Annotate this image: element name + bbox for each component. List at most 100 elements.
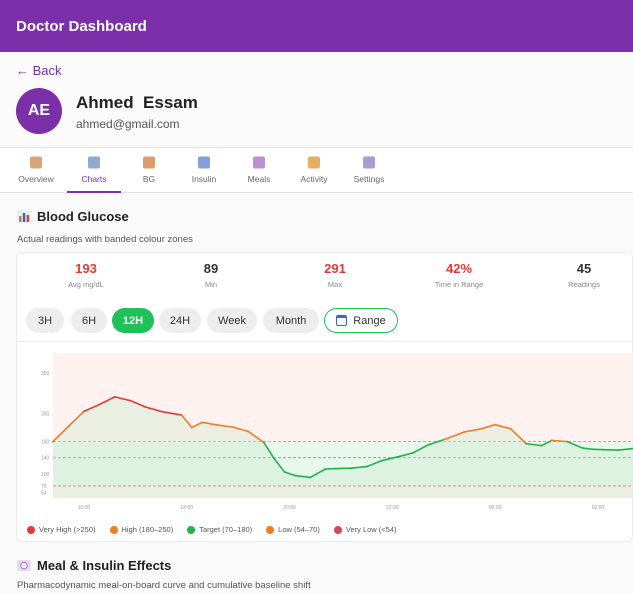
glucose-line-segment [540, 439, 553, 447]
stat-label: Readings [568, 280, 600, 289]
stat-max: 291 Max [285, 261, 385, 289]
bar-chart-icon [143, 156, 155, 169]
tab-bg[interactable]: BG [122, 148, 176, 193]
glucose-point [262, 441, 265, 444]
glucose-point [273, 457, 275, 460]
blood-glucose-title: Blood Glucose [17, 209, 129, 224]
tab-charts[interactable]: Charts [67, 148, 121, 193]
target-zone-band [53, 441, 633, 486]
glucose-point [550, 439, 553, 442]
glucose-line-segment [160, 410, 183, 416]
stat-min: 89 Min [161, 261, 261, 289]
legend-label: Target (70–180) [199, 525, 253, 534]
glucose-point [293, 474, 296, 477]
patient-name: Ahmed Essam [76, 93, 198, 112]
tab-label: Meals [247, 174, 271, 184]
glucose-line-segment [144, 406, 162, 413]
tab-label: Insulin [191, 174, 217, 184]
tab-meals[interactable]: Meals [232, 148, 286, 193]
legend-swatch [109, 525, 118, 534]
glucose-point [247, 430, 250, 433]
glucose-point [396, 456, 399, 458]
glucose-point [412, 451, 414, 454]
bar-chart-icon [17, 210, 31, 223]
legend-item: Very Low (<54) [333, 525, 397, 534]
glucose-point [180, 414, 183, 416]
glucose-line-segment [67, 410, 85, 428]
glucose-point [82, 410, 85, 413]
stat-readings: 45 Readings [534, 261, 633, 289]
legend-swatch [266, 525, 275, 534]
glucose-line-segment [350, 465, 368, 469]
gear-icon [363, 156, 375, 169]
glucose-line-segment [494, 423, 512, 430]
glucose-line-segment [463, 428, 481, 433]
low-zone-band [53, 485, 633, 498]
tab-bar: Overview Charts BG Insulin Meals Activity Sett… [0, 147, 633, 193]
legend-label: Very Low (<54) [345, 525, 397, 534]
stat-label: Max [327, 280, 343, 289]
glucose-line-segment [509, 427, 527, 445]
legend-item: Very High (>250) [27, 525, 96, 534]
glucose-line-segment [263, 441, 275, 460]
patient-email: ahmed@gmail.com [76, 117, 180, 131]
glucose-area [53, 396, 633, 498]
glucose-line-segment [365, 459, 383, 468]
blood-glucose-title-text: Blood Glucose [37, 209, 129, 224]
stat-value: 89 [203, 261, 219, 276]
y-tick-label: 70 [41, 484, 47, 490]
glucose-point [581, 447, 584, 449]
range-12h-button[interactable]: 12H [112, 308, 154, 333]
glucose-point [381, 459, 383, 462]
range-24h-button[interactable]: 24H [159, 308, 201, 333]
tab-overview[interactable]: Overview [9, 148, 63, 193]
glucose-point [427, 443, 430, 446]
tab-activity[interactable]: Activity [287, 148, 341, 193]
range-6h-button[interactable]: 6H [71, 308, 107, 333]
glucose-point [334, 467, 337, 470]
tab-insulin[interactable]: Insulin [177, 148, 231, 193]
glucose-line-segment [191, 421, 203, 429]
x-tick-label: 20:00 [283, 505, 296, 511]
y-tick-label: 350 [41, 371, 50, 377]
glucose-line-segment [98, 396, 116, 406]
glucose-point [442, 438, 445, 441]
legend-item: High (180–250) [109, 525, 173, 534]
glucose-line-segment [412, 444, 430, 454]
glucose-line-segment [273, 457, 286, 473]
legend-label: Low (54–70) [278, 525, 320, 534]
x-tick-label: 02:00 [592, 505, 605, 511]
tab-settings[interactable]: Settings [342, 148, 396, 193]
glucose-line-segment [52, 425, 70, 443]
glucose-point [160, 410, 162, 413]
tab-label: BG [142, 174, 156, 184]
stat-label: Min [204, 280, 218, 289]
back-link[interactable]: ← Back [16, 63, 62, 78]
stat-label: Time in Range [434, 280, 484, 289]
y-tick-label: 250 [41, 411, 50, 417]
glucose-point [98, 403, 101, 406]
stat-value: 42% [445, 261, 473, 276]
glucose-point [478, 428, 481, 431]
legend-item: Target (70–180) [187, 525, 252, 534]
y-tick-label: 140 [41, 456, 50, 462]
date-range-button[interactable]: Range [324, 308, 398, 333]
glucose-line-segment [113, 396, 131, 402]
legend-label: Very High (>250) [39, 525, 96, 534]
glucose-line-segment [427, 438, 445, 446]
range-3h-button[interactable]: 3H [26, 308, 64, 333]
range-month-button[interactable]: Month [263, 308, 319, 333]
glucose-point [602, 448, 605, 451]
range-week-button[interactable]: Week [207, 308, 257, 333]
panel-divider [17, 341, 633, 342]
glucose-panel: 193 Avg mg/dL 89 Min 291 Max 42% Time in Range 4… [16, 252, 633, 542]
glucose-point [309, 476, 311, 479]
glucose-point [201, 421, 204, 424]
date-range-label: Range [353, 314, 386, 327]
calendar-icon [336, 315, 348, 326]
x-tick-label: 22:00 [386, 505, 399, 511]
glucose-line-segment [293, 474, 311, 479]
glucose-point [144, 406, 147, 408]
legend-item: Low (54–70) [266, 525, 320, 534]
glucose-line-segment [247, 430, 265, 444]
